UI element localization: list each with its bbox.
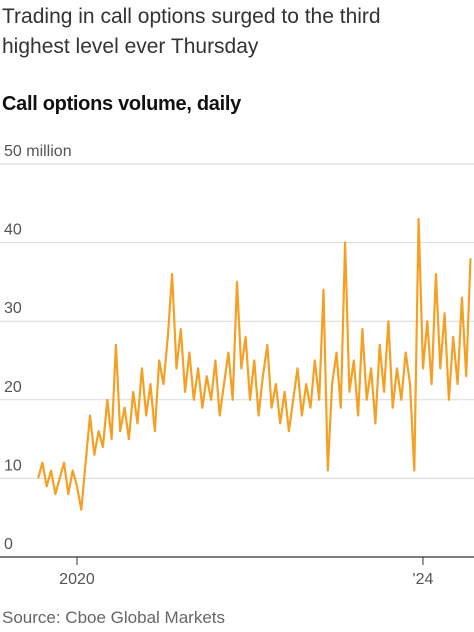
x-tick-label: 2020 [59,571,95,588]
x-tick-label: '24 [413,571,434,588]
source-note: Source: Cboe Global Markets [2,608,225,627]
chart-title: Trading in call options surged to the th… [2,5,381,58]
y-tick-label: 20 [4,379,22,396]
y-tick-label: 40 [4,222,22,239]
y-tick-label: 0 [4,536,13,553]
line-series [37,217,472,511]
chart: 0 10 20 30 40 50 million 2020 '24 [0,143,474,588]
y-tick-label: 50 million [4,143,72,160]
y-tick-label: 10 [4,457,22,474]
chart-subtitle: Call options volume, daily [2,93,241,115]
y-tick-label: 30 [4,300,22,317]
